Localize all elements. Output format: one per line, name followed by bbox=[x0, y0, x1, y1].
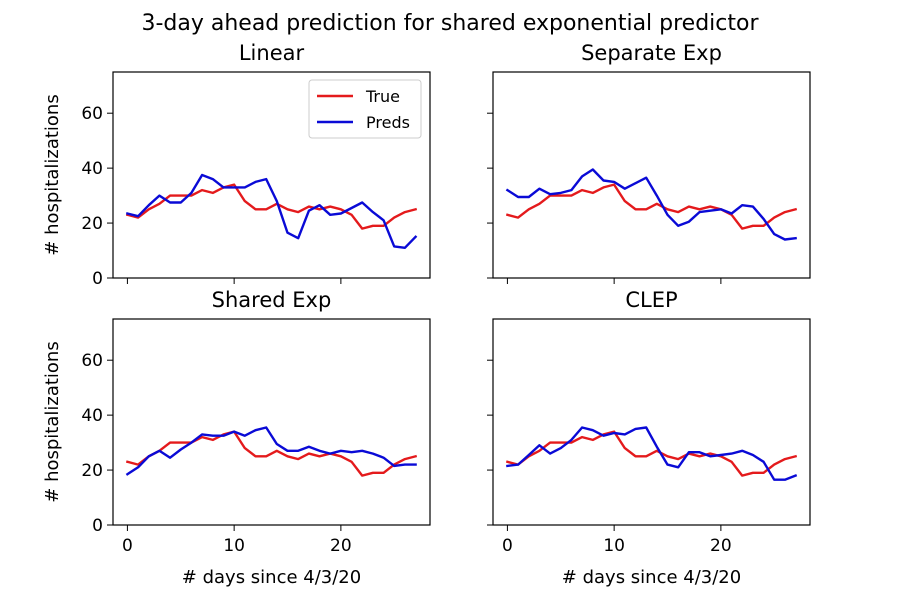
panel-clep: CLEP 0 10 20 # days since 4/3/20 bbox=[487, 288, 811, 588]
y-axis-label: # hospitalizations bbox=[42, 341, 63, 502]
x-tick-label: 20 bbox=[330, 536, 352, 556]
panel-title: Separate Exp bbox=[581, 41, 722, 65]
panel-title: CLEP bbox=[625, 288, 677, 312]
series-line-true bbox=[125, 183, 418, 230]
legend: True Preds bbox=[308, 79, 422, 139]
y-tick-label: 60 bbox=[81, 104, 103, 124]
y-axis-label: # hospitalizations bbox=[42, 94, 63, 255]
x-axis-label: # days since 4/3/20 bbox=[562, 567, 741, 588]
panel-shared-exp: Shared Exp 0 20 40 60 0 10 20 # hospitalizations… bbox=[42, 288, 431, 588]
panel-title: Shared Exp bbox=[212, 288, 332, 312]
series-line-preds bbox=[505, 168, 797, 241]
y-tick-label: 20 bbox=[81, 214, 103, 234]
plot-frame bbox=[112, 71, 431, 279]
x-axis-label: # days since 4/3/20 bbox=[182, 567, 361, 588]
plot-frame bbox=[492, 318, 811, 526]
x-tick-label: 0 bbox=[502, 536, 513, 556]
series-line-true bbox=[505, 183, 798, 230]
x-tick-label: 0 bbox=[122, 536, 133, 556]
series-line-preds bbox=[125, 173, 418, 250]
plot-frame bbox=[112, 318, 431, 526]
panel-linear: Linear 0 20 40 60 # hospitalizations True Preds bbox=[42, 41, 431, 289]
series-line-true bbox=[505, 430, 798, 477]
plot-frame bbox=[492, 71, 811, 279]
y-tick-label: 40 bbox=[81, 406, 103, 426]
series-line-true bbox=[125, 430, 418, 477]
x-tick-label: 10 bbox=[603, 536, 625, 556]
x-tick-label: 10 bbox=[223, 536, 245, 556]
legend-label-preds: Preds bbox=[366, 113, 410, 132]
panel-separate-exp: Separate Exp bbox=[487, 41, 811, 284]
y-tick-label: 0 bbox=[92, 516, 103, 536]
y-tick-label: 60 bbox=[81, 351, 103, 371]
legend-label-true: True bbox=[365, 87, 400, 106]
y-tick-label: 40 bbox=[81, 159, 103, 179]
figure-title: 3-day ahead prediction for shared expone… bbox=[141, 11, 759, 36]
legend-box bbox=[308, 79, 422, 139]
y-tick-label: 20 bbox=[81, 461, 103, 481]
x-tick-label: 20 bbox=[710, 536, 732, 556]
series-line-preds bbox=[125, 426, 417, 476]
y-tick-label: 0 bbox=[92, 269, 103, 289]
series-line-preds bbox=[506, 426, 798, 481]
panel-title: Linear bbox=[239, 41, 305, 65]
